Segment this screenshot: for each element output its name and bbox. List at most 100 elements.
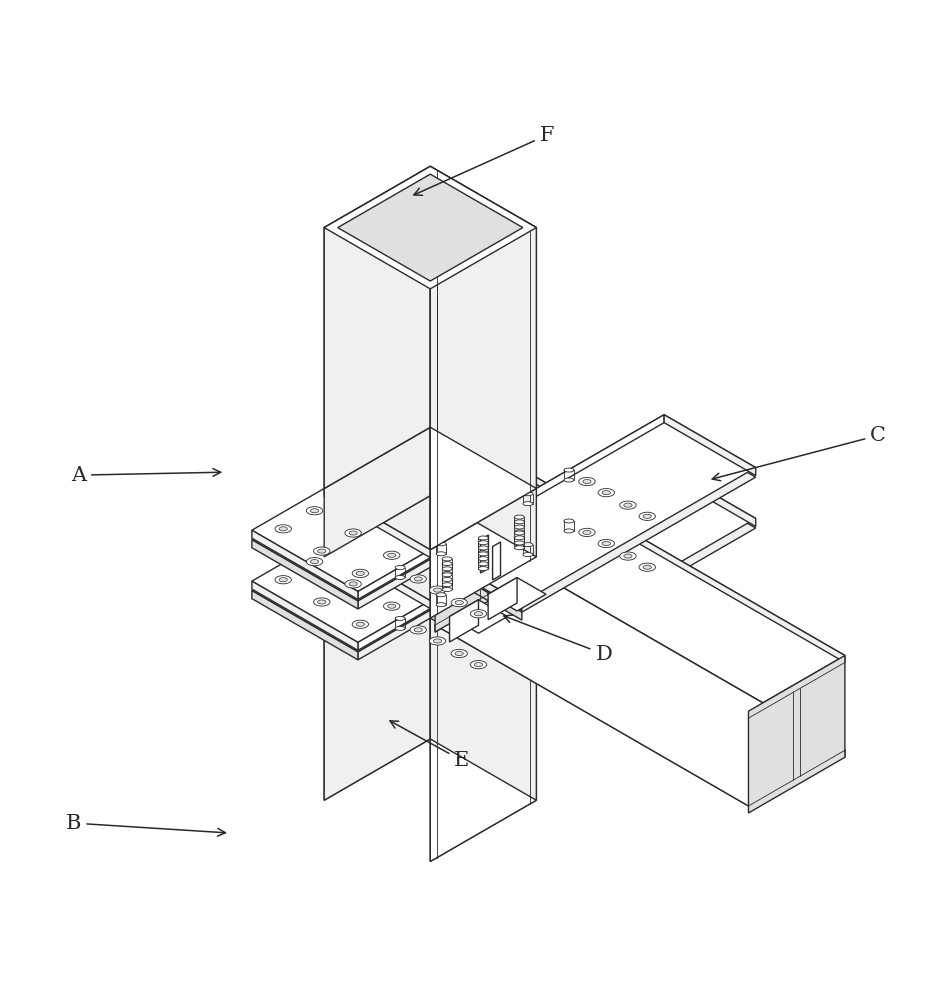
Polygon shape (435, 475, 531, 632)
Ellipse shape (395, 616, 406, 620)
Ellipse shape (644, 565, 651, 569)
Ellipse shape (442, 583, 452, 587)
Polygon shape (492, 542, 501, 580)
Ellipse shape (384, 602, 400, 610)
Polygon shape (325, 166, 430, 488)
Polygon shape (358, 610, 430, 660)
Ellipse shape (442, 567, 452, 571)
Ellipse shape (478, 562, 488, 566)
Polygon shape (486, 507, 801, 776)
Ellipse shape (583, 479, 591, 484)
Ellipse shape (523, 543, 533, 547)
Polygon shape (325, 539, 430, 609)
Polygon shape (430, 496, 536, 800)
Ellipse shape (478, 541, 488, 545)
Polygon shape (430, 559, 522, 620)
Ellipse shape (352, 569, 368, 577)
Polygon shape (430, 488, 536, 618)
Polygon shape (325, 496, 430, 800)
Ellipse shape (514, 541, 525, 545)
Ellipse shape (318, 600, 326, 604)
Ellipse shape (639, 512, 655, 520)
Ellipse shape (442, 573, 452, 577)
Polygon shape (664, 415, 756, 476)
Ellipse shape (514, 515, 525, 519)
Ellipse shape (442, 557, 452, 561)
Ellipse shape (384, 551, 400, 559)
Ellipse shape (442, 572, 452, 576)
Ellipse shape (474, 663, 483, 667)
Polygon shape (430, 496, 536, 800)
Polygon shape (531, 569, 845, 757)
Polygon shape (430, 557, 536, 861)
Polygon shape (252, 530, 358, 599)
Polygon shape (748, 655, 845, 813)
Ellipse shape (451, 649, 467, 658)
Ellipse shape (478, 557, 488, 561)
Polygon shape (480, 507, 801, 692)
Polygon shape (325, 427, 430, 557)
Text: B: B (66, 814, 226, 836)
Ellipse shape (387, 604, 396, 608)
Ellipse shape (583, 530, 591, 534)
Ellipse shape (352, 620, 368, 628)
Ellipse shape (564, 519, 574, 523)
Polygon shape (252, 581, 358, 650)
Polygon shape (430, 166, 536, 488)
Polygon shape (435, 475, 531, 537)
Ellipse shape (620, 552, 636, 560)
Polygon shape (430, 466, 756, 653)
Ellipse shape (478, 551, 488, 555)
Ellipse shape (478, 536, 488, 540)
Polygon shape (481, 535, 488, 573)
Ellipse shape (470, 661, 486, 669)
Polygon shape (430, 475, 756, 663)
Polygon shape (449, 600, 507, 633)
Ellipse shape (414, 628, 423, 632)
Polygon shape (449, 600, 479, 642)
Ellipse shape (433, 588, 442, 592)
Ellipse shape (429, 637, 446, 645)
Ellipse shape (644, 514, 651, 518)
Polygon shape (430, 475, 664, 618)
Ellipse shape (307, 507, 323, 515)
Ellipse shape (639, 563, 655, 571)
Ellipse shape (624, 554, 632, 558)
Ellipse shape (624, 503, 632, 507)
Ellipse shape (345, 580, 362, 588)
Ellipse shape (433, 639, 442, 643)
Polygon shape (338, 174, 523, 281)
Ellipse shape (410, 626, 426, 634)
Polygon shape (252, 549, 430, 652)
Ellipse shape (478, 567, 488, 571)
Ellipse shape (478, 546, 488, 550)
Ellipse shape (307, 558, 323, 566)
Ellipse shape (514, 525, 525, 529)
Polygon shape (252, 540, 358, 609)
Ellipse shape (436, 603, 446, 607)
Polygon shape (435, 569, 531, 632)
Ellipse shape (603, 491, 610, 495)
Ellipse shape (395, 626, 406, 630)
Ellipse shape (514, 530, 525, 534)
Ellipse shape (395, 566, 406, 569)
Polygon shape (430, 415, 664, 558)
Polygon shape (430, 557, 536, 861)
Ellipse shape (349, 582, 357, 586)
Ellipse shape (603, 541, 610, 546)
Ellipse shape (579, 477, 595, 486)
Polygon shape (252, 539, 430, 642)
Polygon shape (430, 424, 664, 567)
Polygon shape (430, 424, 756, 612)
Ellipse shape (598, 539, 614, 548)
Ellipse shape (429, 586, 446, 594)
Polygon shape (430, 550, 522, 611)
Ellipse shape (455, 601, 464, 605)
Text: F: F (414, 126, 554, 195)
Polygon shape (252, 498, 430, 601)
Ellipse shape (356, 571, 365, 575)
Ellipse shape (564, 478, 574, 482)
Ellipse shape (410, 575, 426, 583)
Ellipse shape (514, 520, 525, 524)
Text: E: E (390, 721, 469, 770)
